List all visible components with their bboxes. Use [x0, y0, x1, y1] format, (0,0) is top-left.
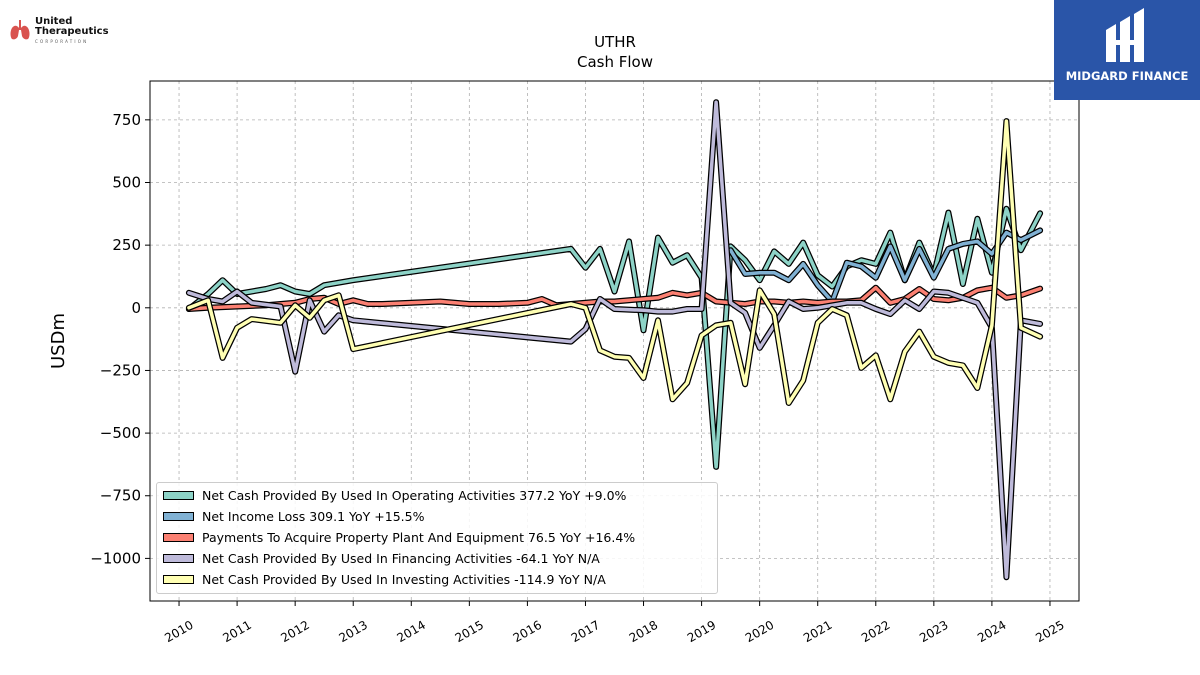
y-tick-label: −750: [100, 487, 141, 505]
legend-label: Net Cash Provided By Used In Financing A…: [202, 550, 600, 566]
x-tick-label: 2012: [278, 618, 311, 645]
legend-item: Net Cash Provided By Used In Operating A…: [163, 487, 626, 503]
legend-swatch: [163, 532, 194, 542]
x-tick-label: 2013: [336, 618, 369, 645]
x-tick-label: 2014: [395, 618, 428, 645]
x-tick-label: 2020: [743, 618, 776, 645]
x-tick-label: 2019: [685, 618, 718, 645]
x-tick-label: 2016: [511, 618, 544, 645]
y-tick-label: −250: [100, 361, 141, 379]
legend-item: Payments To Acquire Property Plant And E…: [163, 529, 635, 545]
plot-frame: [149, 80, 1080, 602]
x-tick-label: 2011: [220, 618, 253, 645]
series-line-stroke: [728, 228, 1042, 304]
x-tick-label: 2018: [627, 618, 660, 645]
y-axis-label: USDm: [48, 313, 69, 369]
chart-title: UTHR: [594, 33, 636, 51]
logo-line-1: United: [35, 16, 73, 27]
x-tick-label: 2024: [975, 618, 1008, 645]
x-tick-label: 2010: [162, 618, 195, 645]
legend-item: Net Cash Provided By Used In Financing A…: [163, 550, 600, 566]
series-line-2: [185, 284, 1044, 312]
x-tick-label: 2015: [453, 618, 486, 645]
legend-label: Payments To Acquire Property Plant And E…: [202, 529, 636, 545]
y-tick-label: −500: [100, 424, 141, 442]
legend-label: Net Cash Provided By Used In Investing A…: [202, 571, 606, 587]
legend-swatch: [163, 553, 194, 563]
united-therapeutics-logo: United Therapeutics CORPORATION: [8, 14, 120, 48]
chart-subtitle: Cash Flow: [577, 53, 653, 71]
series-line-stroke: [187, 100, 1042, 579]
y-tick-label: 250: [112, 236, 141, 254]
midgard-mark-icon: [1106, 8, 1144, 62]
chart-legend: Net Cash Provided By Used In Operating A…: [156, 482, 718, 594]
y-tick-label: −1000: [90, 549, 141, 567]
series-layer: [185, 99, 1044, 581]
y-tick-label: 0: [131, 299, 141, 317]
y-tick-label: 500: [112, 173, 141, 191]
legend-item: Net Cash Provided By Used In Investing A…: [163, 571, 606, 587]
series-line-1: [727, 227, 1044, 305]
logo-line-2: Therapeutics: [35, 26, 109, 37]
x-tick-label: 2017: [569, 618, 602, 645]
series-line-4: [185, 118, 1044, 406]
x-tick-label: 2021: [801, 618, 834, 645]
legend-item: Net Income Loss 309.1 YoY +15.5%: [163, 508, 424, 524]
legend-swatch: [163, 511, 194, 521]
legend-label: Net Cash Provided By Used In Operating A…: [202, 487, 627, 503]
lungs-icon: [10, 20, 30, 40]
x-tick-label: 2023: [917, 618, 950, 645]
series-line-3: [185, 99, 1044, 581]
x-tick-label: 2025: [1033, 618, 1066, 645]
midgard-finance-logo: MIDGARD FINANCE: [1054, 0, 1200, 100]
legend-swatch: [163, 490, 194, 500]
legend-swatch: [163, 574, 194, 584]
midgard-finance-text: MIDGARD FINANCE: [1065, 69, 1189, 83]
y-tick-label: 750: [112, 111, 141, 129]
series-line-stroke: [187, 119, 1042, 405]
logo-line-3: CORPORATION: [35, 39, 89, 44]
series-line-stroke: [187, 285, 1042, 311]
legend-label: Net Income Loss 309.1 YoY +15.5%: [202, 508, 425, 524]
x-tick-label: 2022: [859, 618, 892, 645]
